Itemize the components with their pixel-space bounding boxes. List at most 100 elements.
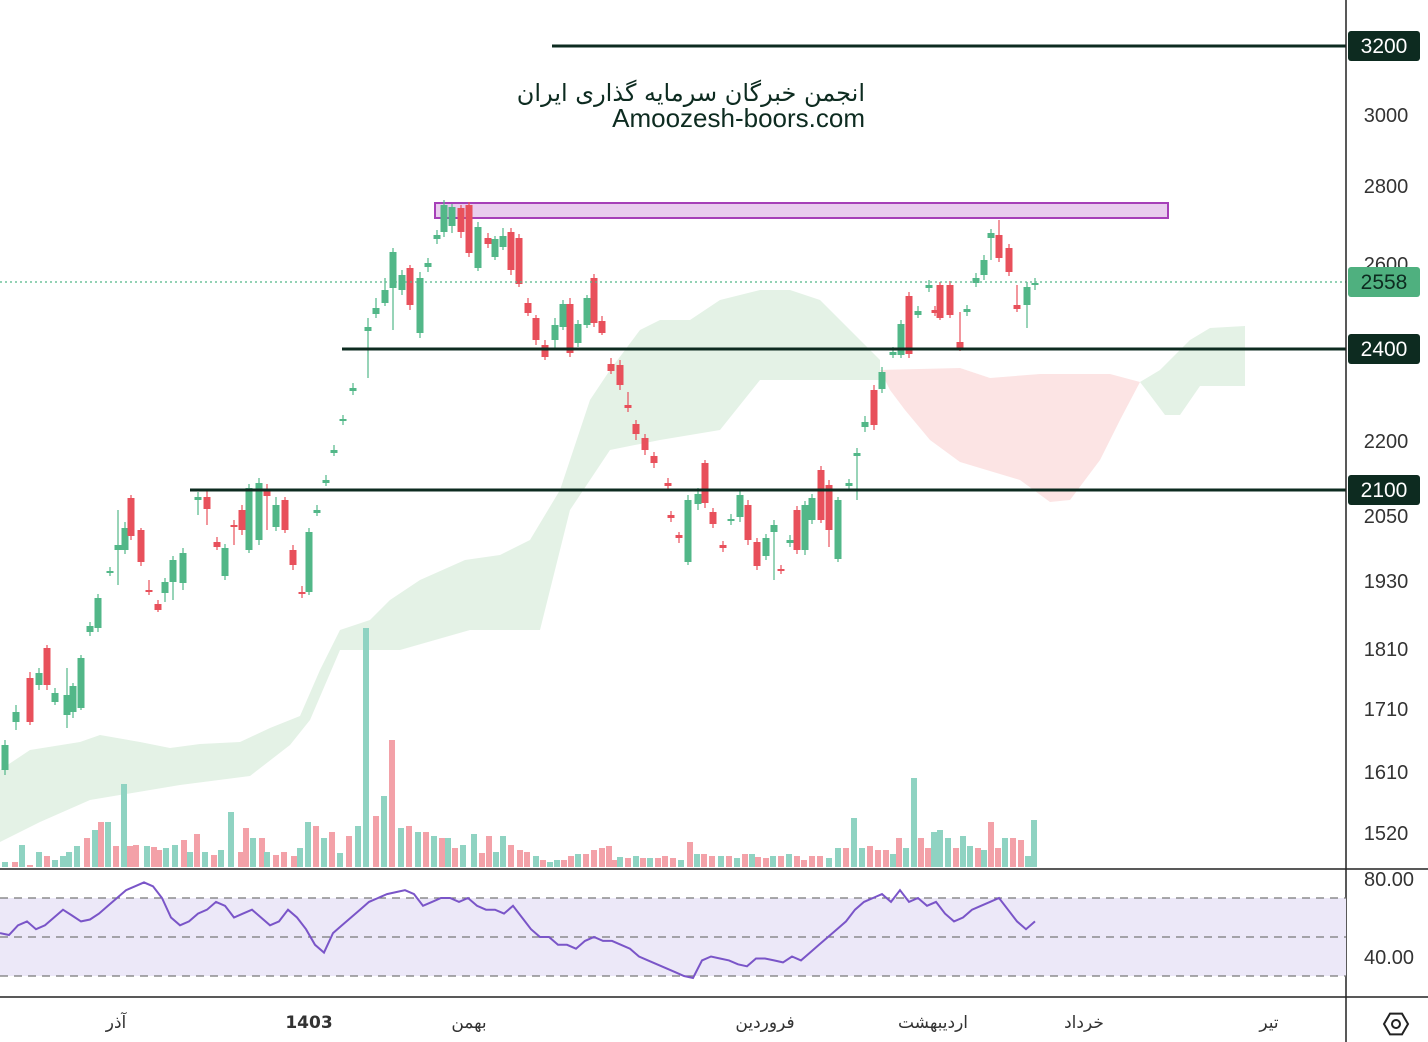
volume-bar bbox=[903, 848, 909, 867]
time-label-farvardin: فروردین bbox=[735, 1013, 794, 1033]
price-tick-1520: 1520 bbox=[1364, 823, 1409, 845]
candle-up bbox=[372, 298, 380, 318]
volume-bar bbox=[975, 848, 981, 867]
volume-bar bbox=[2, 862, 8, 867]
volume-bar bbox=[611, 860, 617, 867]
candle-up bbox=[1, 740, 9, 775]
candle-up bbox=[963, 305, 971, 316]
volume-bar bbox=[547, 862, 553, 867]
candle-up bbox=[491, 236, 499, 260]
candle-down bbox=[817, 466, 825, 523]
volume-bar bbox=[389, 740, 395, 867]
volume-bar bbox=[599, 848, 605, 867]
candle-down bbox=[457, 205, 465, 238]
volume-bar bbox=[452, 848, 458, 867]
volume-bar bbox=[431, 836, 437, 867]
time-label-1403: 1403 bbox=[285, 1013, 332, 1033]
volume-bar bbox=[967, 846, 973, 867]
volume-bar bbox=[694, 854, 700, 867]
volume-bar bbox=[778, 856, 784, 867]
volume-bar bbox=[851, 818, 857, 867]
volume-bar bbox=[12, 862, 18, 867]
volume-bar bbox=[533, 856, 539, 867]
svg-text:2558: 2558 bbox=[1361, 271, 1408, 294]
candle-down bbox=[719, 541, 727, 552]
volume-bar bbox=[718, 856, 724, 867]
volume-bar bbox=[931, 832, 937, 867]
volume-bar bbox=[583, 854, 589, 867]
volume-bar bbox=[554, 860, 560, 867]
volume-bar bbox=[321, 838, 327, 867]
candle-up bbox=[121, 522, 129, 554]
candle-down bbox=[650, 452, 658, 468]
candle-down bbox=[632, 420, 640, 440]
candle-down bbox=[145, 580, 153, 595]
candle-up bbox=[786, 535, 794, 547]
candle-down bbox=[616, 360, 624, 390]
candle-up bbox=[322, 475, 330, 486]
candle-down bbox=[956, 312, 964, 351]
volume-bar bbox=[678, 860, 684, 867]
volume-bar bbox=[84, 838, 90, 867]
candle-down bbox=[213, 537, 221, 550]
candle-up bbox=[574, 320, 582, 347]
volume-bar bbox=[151, 847, 157, 867]
volume-bar bbox=[471, 834, 477, 867]
candle-up bbox=[69, 683, 77, 718]
volume-bar bbox=[749, 854, 755, 867]
volume-bar bbox=[259, 838, 265, 867]
volume-bar bbox=[633, 856, 639, 867]
volume-bar bbox=[867, 846, 873, 867]
candle-up bbox=[801, 501, 809, 555]
volume-bar bbox=[859, 848, 865, 867]
volume-bar bbox=[701, 854, 707, 867]
candle-down bbox=[936, 282, 944, 320]
volume-bar bbox=[742, 854, 748, 867]
candle-down bbox=[777, 565, 785, 574]
volume-bar bbox=[156, 850, 162, 867]
candle-up bbox=[349, 383, 357, 395]
price-tick-1810: 1810 bbox=[1364, 639, 1409, 661]
candle-up bbox=[736, 490, 744, 522]
volume-bar bbox=[218, 850, 224, 867]
volume-bar bbox=[381, 796, 387, 867]
volume-bar bbox=[953, 848, 959, 867]
level-badge-2100: 2100 bbox=[1348, 475, 1420, 505]
candle-up bbox=[389, 248, 397, 330]
volume-bar bbox=[228, 812, 234, 867]
volume-bar bbox=[988, 822, 994, 867]
volume-bar bbox=[194, 834, 200, 867]
volume-bar bbox=[423, 832, 429, 867]
level-badge-2400: 2400 bbox=[1348, 334, 1420, 364]
volume-bars bbox=[2, 628, 1037, 867]
candle-up bbox=[433, 230, 441, 244]
volume-bar bbox=[27, 865, 33, 867]
volume-bar bbox=[640, 858, 646, 867]
volume-bar bbox=[655, 858, 661, 867]
volume-bar bbox=[1025, 856, 1031, 867]
volume-bar bbox=[625, 858, 631, 867]
time-axis: آذر 1403 بهمن فروردین اردیبهشت خرداد تیر bbox=[105, 1011, 1279, 1033]
rsi-pane: 80.00 40.00 bbox=[0, 869, 1414, 980]
candle-down bbox=[709, 508, 717, 528]
candle-up bbox=[330, 445, 338, 456]
candle-down bbox=[127, 495, 135, 540]
volume-bar bbox=[144, 846, 150, 867]
hexagon-gear-icon[interactable] bbox=[1382, 1012, 1410, 1036]
volume-bar bbox=[606, 846, 612, 867]
time-label-ordibehesht: اردیبهشت bbox=[898, 1013, 968, 1033]
candle-down bbox=[664, 478, 672, 490]
volume-bar bbox=[1031, 820, 1037, 867]
volume-bar bbox=[337, 853, 343, 867]
volume-bar bbox=[297, 848, 303, 867]
volume-bar bbox=[801, 860, 807, 867]
horizontal-levels bbox=[190, 44, 1346, 492]
volume-bar bbox=[202, 852, 208, 867]
volume-bar bbox=[540, 860, 546, 867]
time-label-azar: آذر bbox=[105, 1011, 128, 1033]
volume-bar bbox=[92, 830, 98, 867]
candle-up bbox=[221, 544, 229, 580]
rsi-label-40: 40.00 bbox=[1364, 947, 1414, 969]
volume-bar bbox=[172, 845, 178, 867]
